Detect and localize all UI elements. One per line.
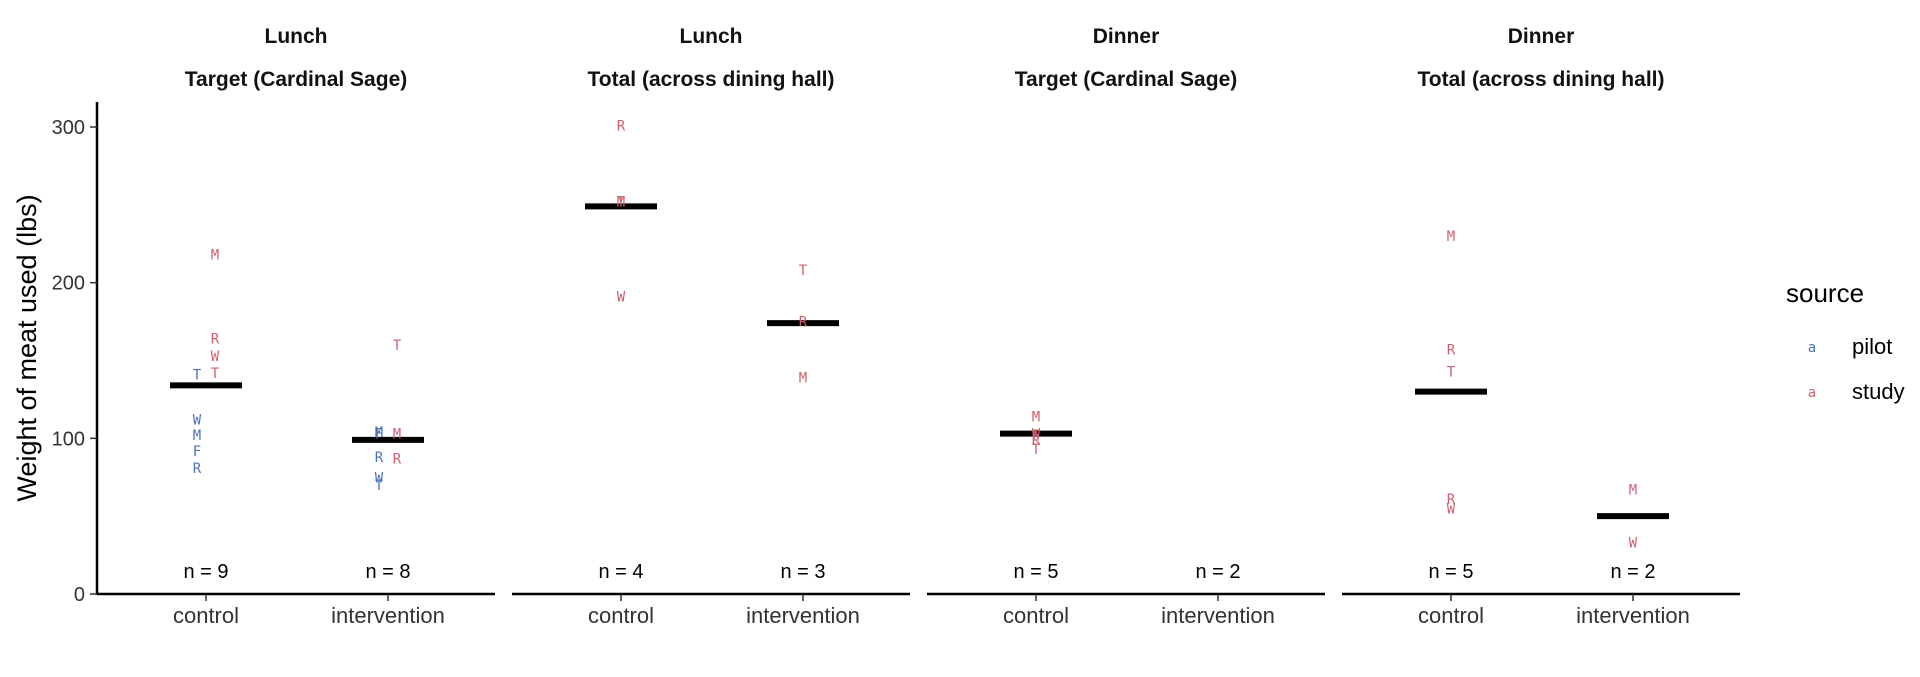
data-point: T	[393, 338, 402, 354]
data-point: T	[1447, 364, 1456, 380]
x-tick-label: intervention	[1576, 603, 1690, 628]
data-point: M	[1032, 410, 1040, 426]
data-point: R	[1447, 492, 1456, 508]
data-point: R	[617, 118, 626, 134]
data-point: T	[375, 478, 384, 494]
data-point: W	[375, 470, 384, 486]
x-tick-label: intervention	[331, 603, 445, 628]
data-point: M	[193, 428, 201, 444]
data-point: M	[211, 248, 219, 264]
data-point: F	[193, 444, 201, 460]
legend-key-glyph: a	[1808, 340, 1816, 356]
data-point: T	[1032, 442, 1041, 458]
data-point: W	[193, 413, 202, 429]
data-point: M	[375, 425, 383, 441]
data-point: W	[1447, 501, 1456, 517]
data-point: M	[617, 195, 625, 211]
data-point: M	[1629, 483, 1637, 499]
x-tick-label: control	[1003, 603, 1069, 628]
facet-strip-meal: Lunch	[265, 25, 328, 48]
facet-strip-scope: Total (across dining hall)	[588, 68, 835, 91]
data-point: R	[211, 332, 220, 348]
legend-entry-label: pilot	[1852, 334, 1892, 359]
data-point: W	[617, 290, 626, 306]
y-axis-title: Weight of meat used (lbs)	[12, 194, 42, 501]
legend-key-glyph: a	[1808, 385, 1816, 401]
data-point: R	[1447, 343, 1456, 359]
data-point: M	[393, 427, 401, 443]
facet-strip-meal: Dinner	[1508, 25, 1575, 48]
group-count-label: n = 4	[598, 561, 643, 583]
group-count-label: n = 2	[1610, 561, 1655, 583]
y-tick-label: 200	[52, 273, 85, 295]
facet-strip-meal: Dinner	[1093, 25, 1160, 48]
data-point: T	[211, 366, 220, 382]
data-point: T	[799, 263, 808, 279]
facet-strip-scope: Target (Cardinal Sage)	[1015, 68, 1238, 91]
data-point: R	[393, 452, 402, 468]
data-point: W	[1629, 536, 1638, 552]
data-point: F	[1032, 428, 1040, 444]
group-count-label: n = 3	[780, 561, 825, 583]
x-tick-label: control	[588, 603, 654, 628]
x-tick-label: control	[1418, 603, 1484, 628]
data-point: M	[799, 371, 807, 387]
group-count-label: n = 5	[1013, 561, 1058, 583]
facet-panel: Dinner Target (Cardinal Sage) control n = 5…	[927, 25, 1325, 628]
legend-title: source	[1786, 278, 1864, 308]
x-tick-label: intervention	[1161, 603, 1275, 628]
data-point: F	[375, 427, 383, 443]
y-tick-label: 100	[52, 428, 85, 450]
group-count-label: n = 8	[365, 561, 410, 583]
x-tick-label: intervention	[746, 603, 860, 628]
x-tick-label: control	[173, 603, 239, 628]
data-point: W	[1032, 427, 1041, 443]
group-count-label: n = 5	[1428, 561, 1473, 583]
group-count-label: n = 2	[1195, 561, 1240, 583]
y-axis: 0 100 200 300	[52, 102, 99, 606]
legend-entry-label: study	[1852, 379, 1905, 404]
data-point: R	[375, 450, 384, 466]
facet-panel: Lunch Total (across dining hall) control n …	[512, 25, 910, 628]
data-point: R	[1032, 433, 1041, 449]
panels-layer: Lunch Target (Cardinal Sage) control n = 9 M…	[97, 25, 1740, 628]
data-point: W	[211, 349, 220, 365]
facet-panel: Dinner Total (across dining hall) control n…	[1342, 25, 1740, 628]
facet-strip-scope: Total (across dining hall)	[1418, 68, 1665, 91]
data-point: R	[193, 461, 202, 477]
y-tick-label: 0	[74, 584, 85, 606]
facet-strip-scope: Target (Cardinal Sage)	[185, 68, 408, 91]
data-point: M	[1447, 229, 1455, 245]
data-point: T	[193, 368, 202, 384]
facet-panel: Lunch Target (Cardinal Sage) control n = 9 M…	[97, 25, 495, 628]
y-tick-label: 300	[52, 117, 85, 139]
facet-strip-meal: Lunch	[680, 25, 743, 48]
data-point: R	[799, 315, 808, 331]
data-point: T	[617, 195, 626, 211]
legend: source a pilot a study	[1786, 278, 1905, 404]
group-count-label: n = 9	[183, 561, 228, 583]
